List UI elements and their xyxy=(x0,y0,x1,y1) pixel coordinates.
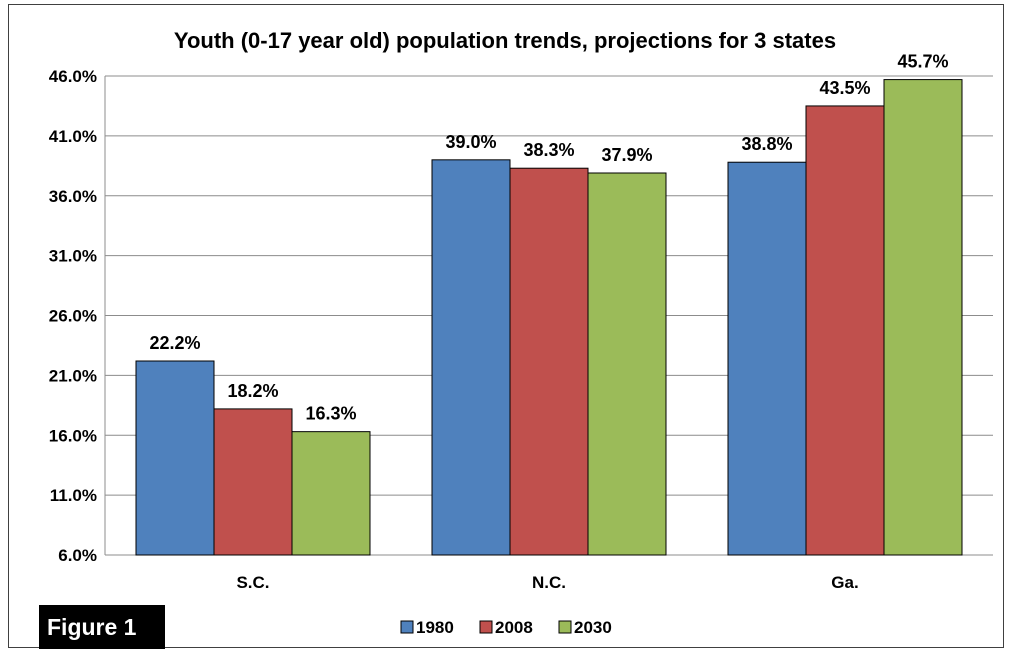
bars xyxy=(135,79,963,556)
x-tick-label: N.C. xyxy=(532,573,566,592)
chart-title: Youth (0-17 year old) population trends,… xyxy=(174,28,836,53)
bar-2030-1 xyxy=(291,431,371,556)
bar-1980-1 xyxy=(135,360,215,556)
y-tick-label: 21.0% xyxy=(49,366,97,385)
y-tick-label: 6.0% xyxy=(58,546,97,565)
figure-badge: Figure 1 xyxy=(39,605,165,649)
data-label: 43.5% xyxy=(819,78,870,98)
bar-2030-2 xyxy=(587,172,667,556)
data-label: 38.8% xyxy=(741,134,792,154)
x-tick-label: S.C. xyxy=(236,573,269,592)
y-tick-label: 41.0% xyxy=(49,127,97,146)
chart-frame: 6.0% 11.0% 16.0% 21.0% 26.0% 31.0% 36.0% 41.0% 4… xyxy=(8,4,1004,649)
y-tick-label: 26.0% xyxy=(49,307,97,326)
data-label: 45.7% xyxy=(897,52,948,72)
x-tick-label: Ga. xyxy=(831,573,858,592)
y-tick-label: 36.0% xyxy=(49,187,97,206)
legend-entry: 2030 xyxy=(574,618,612,637)
data-label: 18.2% xyxy=(227,381,278,401)
data-label: 38.3% xyxy=(523,140,574,160)
y-tick-label: 11.0% xyxy=(50,486,97,505)
data-label: 37.9% xyxy=(601,145,652,165)
y-tick-label: 31.0% xyxy=(49,247,97,266)
bar-2008-2 xyxy=(509,167,589,556)
legend-swatch xyxy=(400,620,414,634)
chart: 6.0% 11.0% 16.0% 21.0% 26.0% 31.0% 36.0% 41.0% 4… xyxy=(49,28,993,637)
y-tick-label: 46.0% xyxy=(49,67,97,86)
y-tick-label: 16.0% xyxy=(49,426,97,445)
legend-swatch xyxy=(558,620,572,634)
y-axis-ticks: 6.0% 11.0% 16.0% 21.0% 26.0% 31.0% 36.0% 41.0% 4… xyxy=(49,67,97,565)
bar-1980-2 xyxy=(431,159,511,556)
data-label: 16.3% xyxy=(305,404,356,424)
legend-entry: 2008 xyxy=(495,618,533,637)
bar-2008-3 xyxy=(805,105,885,556)
bar-2030-3 xyxy=(883,79,963,556)
bar-2008-1 xyxy=(213,408,293,556)
legend-swatch xyxy=(479,620,493,634)
bar-1980-3 xyxy=(727,161,807,556)
data-labels: 22.2% 18.2% 16.3% 39.0% 38.3% 37.9% 38.8% 43.5%… xyxy=(149,52,948,424)
data-label: 22.2% xyxy=(149,333,200,353)
legend-entry: 1980 xyxy=(416,618,454,637)
data-label: 39.0% xyxy=(445,132,496,152)
legend: 1980 2008 2030 xyxy=(400,618,612,637)
x-axis-ticks: S.C. N.C. Ga. xyxy=(236,573,858,592)
